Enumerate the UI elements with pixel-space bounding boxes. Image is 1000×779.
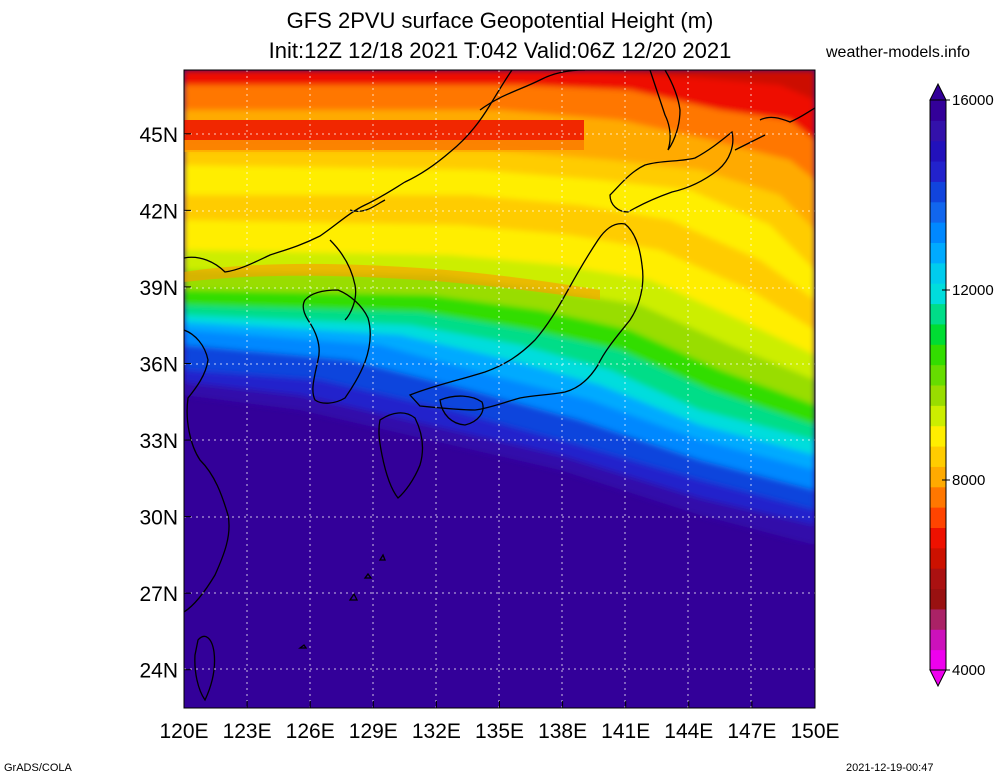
colorbar-label: 12000	[952, 282, 994, 299]
colorbar-swatch	[930, 588, 946, 610]
lat-tick-label: 27N	[139, 583, 178, 606]
colorbar-swatch	[930, 242, 946, 264]
colorbar-swatch	[930, 547, 946, 569]
lat-tick-label: 45N	[139, 124, 178, 147]
software-credit: GrADS/COLA	[4, 762, 72, 774]
longitude-axis: 120E 123E 126E 129E 132E 135E 138E 141E 144E 147E…	[159, 701, 840, 743]
lat-tick-label: 39N	[139, 277, 178, 300]
colorbar-label: 4000	[952, 662, 985, 679]
coastlines	[184, 70, 815, 702]
lon-tick-label: 135E	[475, 720, 524, 743]
colorbar-label: 16000	[952, 92, 994, 109]
colorbar-swatch	[930, 486, 946, 508]
colorbar-swatch	[930, 466, 946, 488]
map-subtitle: Init:12Z 12/18 2021 T:042 Valid:06Z 12/2…	[268, 38, 732, 63]
colorbar-swatch	[930, 181, 946, 203]
colorbar-swatch	[930, 507, 946, 528]
colorbar-swatch	[930, 608, 946, 630]
lon-tick-label: 147E	[727, 720, 776, 743]
colorbar-max-arrow	[929, 82, 947, 101]
colorbar-swatch	[930, 344, 946, 366]
colorbar-swatch	[930, 100, 946, 121]
colorbar-min-arrow	[929, 669, 947, 688]
colorbar-swatch	[930, 527, 946, 549]
colorbar-swatch	[930, 161, 946, 182]
colorbar-swatch	[930, 323, 946, 345]
lat-tick-label: 36N	[139, 353, 178, 376]
lat-tick-label: 30N	[139, 507, 178, 530]
colorbar-swatch	[930, 405, 946, 427]
colorbar-swatch	[930, 385, 946, 406]
colorbar-swatch	[930, 120, 946, 142]
colorbar-swatch	[930, 629, 946, 651]
colorbar: 16000 12000 8000 4000	[929, 82, 994, 688]
site-name: weather-models.info	[826, 44, 971, 61]
colorbar-swatch	[930, 364, 946, 386]
colorbar-swatch	[930, 649, 946, 671]
lon-tick-label: 126E	[286, 720, 335, 743]
colorbar-swatch	[930, 568, 946, 590]
colorbar-label: 8000	[952, 472, 985, 489]
map-title: GFS 2PVU surface Geopotential Height (m)	[286, 8, 714, 33]
colorbar-swatch	[930, 446, 946, 467]
colorbar-swatch	[930, 283, 946, 305]
grid-lines	[184, 70, 815, 708]
lat-tick-label: 33N	[139, 430, 178, 453]
colorbar-swatch	[930, 201, 946, 223]
colorbar-swatch	[930, 222, 946, 243]
colorbar-swatch	[930, 425, 946, 447]
timestamp: 2021-12-19-00:47	[846, 762, 934, 774]
colorbar-swatch	[930, 303, 946, 325]
lat-tick-label: 42N	[139, 200, 178, 223]
lon-tick-label: 150E	[790, 720, 839, 743]
lat-tick-label: 24N	[139, 660, 178, 683]
lon-tick-label: 138E	[538, 720, 587, 743]
colorbar-swatch	[930, 140, 946, 162]
lon-tick-label: 141E	[601, 720, 650, 743]
lon-tick-label: 120E	[159, 720, 208, 743]
lon-tick-label: 123E	[223, 720, 272, 743]
colorbar-swatch	[930, 262, 946, 284]
colorbar-frame	[929, 99, 947, 671]
lon-tick-label: 129E	[349, 720, 398, 743]
lon-tick-label: 132E	[412, 720, 461, 743]
lon-tick-label: 144E	[664, 720, 713, 743]
latitude-axis: 45N 42N 39N 36N 33N 30N 27N 24N	[139, 124, 191, 683]
